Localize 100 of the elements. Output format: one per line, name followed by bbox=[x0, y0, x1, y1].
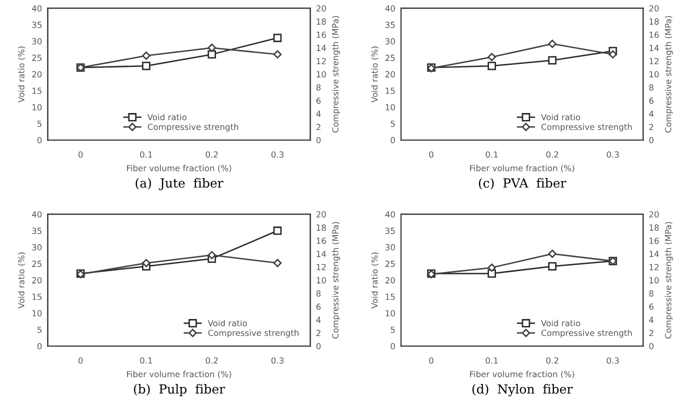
y-tick-label: 35 bbox=[32, 22, 42, 28]
y2-tick-label: 18 bbox=[650, 224, 659, 231]
y-tick-label: 30 bbox=[32, 244, 42, 250]
y-tick-label: 20 bbox=[385, 277, 395, 284]
x-tick-label: 0.3 bbox=[606, 357, 619, 364]
y2-tick-label: 18 bbox=[316, 224, 326, 231]
x-tick-label: 0.3 bbox=[271, 357, 284, 364]
y2-tick-label: 8 bbox=[649, 290, 654, 297]
y2-tick-label: 18 bbox=[650, 18, 659, 25]
y-tick-label: 0 bbox=[390, 137, 395, 144]
y2-tick-label: 6 bbox=[649, 304, 654, 310]
y-tick-label: 35 bbox=[385, 22, 395, 28]
y2-tick-label: 2 bbox=[316, 124, 320, 130]
y2-tick-label: 12 bbox=[316, 264, 326, 270]
y-tick-label: 15 bbox=[386, 88, 395, 94]
y-tick-label: 40 bbox=[385, 211, 395, 218]
x-tick-label: 0 bbox=[78, 151, 83, 158]
y-tick-label: 40 bbox=[32, 211, 42, 218]
x-axis-title: Fiber volume fraction (%) bbox=[127, 370, 232, 378]
y2-tick-label: 0 bbox=[649, 137, 654, 144]
y2-tick-label: 4 bbox=[649, 110, 654, 117]
x-axis-title: Fiber volume fraction (%) bbox=[127, 164, 232, 172]
x-tick-label: 0.3 bbox=[271, 151, 284, 158]
y2-tick-label: 4 bbox=[316, 110, 321, 117]
y2-tick-label: 2 bbox=[649, 330, 654, 336]
y2-tick-label: 10 bbox=[650, 277, 659, 284]
y-axis-title: Void ratio (%) bbox=[371, 252, 379, 308]
y2-axis-title: Compressive strength (MPa) bbox=[664, 16, 673, 132]
y2-tick-label: 16 bbox=[650, 32, 659, 38]
y2-tick-label: 20 bbox=[316, 5, 326, 12]
text: (d) Nylon fiber bbox=[472, 384, 573, 396]
y-tick-label: 10 bbox=[386, 310, 395, 316]
y2-tick-label: 6 bbox=[316, 304, 321, 310]
y2-tick-label: 4 bbox=[649, 316, 654, 323]
y2-tick-label: 12 bbox=[650, 264, 658, 270]
y-tick-label: 0 bbox=[390, 343, 395, 350]
y-tick-label: 5 bbox=[38, 120, 42, 127]
y2-tick-label: 12 bbox=[316, 58, 326, 64]
y2-tick-label: 10 bbox=[316, 277, 326, 284]
x-tick-label: 0 bbox=[429, 151, 434, 158]
y2-tick-label: 10 bbox=[650, 71, 659, 78]
y2-tick-label: 20 bbox=[316, 211, 326, 218]
y-tick-label: 20 bbox=[32, 71, 42, 78]
y2-axis-title: Compressive strength (MPa) bbox=[332, 16, 340, 132]
y-axis-title: Void ratio (%) bbox=[371, 46, 379, 102]
x-tick-label: 0.1 bbox=[486, 357, 498, 364]
y-tick-label: 10 bbox=[386, 104, 395, 110]
y-tick-label: 5 bbox=[38, 326, 42, 333]
y2-tick-label: 16 bbox=[316, 238, 326, 244]
x-tick-label: 0 bbox=[78, 357, 83, 364]
y2-axis-title: Compressive strength (MPa) bbox=[332, 222, 340, 338]
y-tick-label: 25 bbox=[32, 54, 42, 61]
y2-tick-label: 6 bbox=[649, 98, 654, 104]
y-tick-label: 10 bbox=[32, 310, 42, 316]
y2-tick-label: 2 bbox=[316, 330, 320, 336]
y2-tick-label: 4 bbox=[316, 316, 321, 323]
x-tick-label: 0.2 bbox=[546, 151, 558, 158]
x-tick-label: 0.1 bbox=[486, 151, 498, 158]
x-axis-title: Fiber volume fraction (%) bbox=[470, 370, 574, 378]
text: (b) Pulp fiber bbox=[134, 384, 226, 396]
legend-label: Compressive strength bbox=[541, 330, 632, 338]
y-tick-label: 25 bbox=[385, 54, 395, 61]
x-tick-label: 0.1 bbox=[140, 151, 152, 158]
y-axis-title: Void ratio (%) bbox=[18, 252, 26, 308]
text: (c) PVA fiber bbox=[478, 178, 566, 190]
y2-tick-label: 16 bbox=[650, 238, 659, 244]
y-tick-label: 15 bbox=[32, 294, 42, 300]
y-tick-label: 15 bbox=[386, 294, 395, 300]
y-tick-label: 30 bbox=[385, 244, 395, 250]
legend-label: Void ratio bbox=[541, 320, 580, 326]
y2-tick-label: 0 bbox=[316, 343, 321, 350]
y2-tick-label: 6 bbox=[316, 98, 321, 104]
y-tick-label: 25 bbox=[32, 260, 42, 267]
y-tick-label: 10 bbox=[32, 104, 42, 110]
y2-tick-label: 10 bbox=[316, 71, 326, 78]
y2-tick-label: 20 bbox=[649, 211, 659, 218]
legend-label: Void ratio bbox=[541, 114, 580, 120]
y-tick-label: 0 bbox=[37, 137, 42, 144]
y2-tick-label: 16 bbox=[316, 32, 326, 38]
y2-tick-label: 8 bbox=[649, 84, 654, 91]
y-tick-label: 25 bbox=[385, 260, 395, 267]
y2-tick-label: 2 bbox=[649, 124, 654, 130]
y-axis-title: Void ratio (%) bbox=[18, 46, 26, 102]
y-tick-label: 40 bbox=[32, 5, 42, 12]
y2-tick-label: 8 bbox=[316, 290, 321, 297]
y2-tick-label: 20 bbox=[649, 5, 659, 12]
x-tick-label: 0.3 bbox=[606, 151, 619, 158]
y-tick-label: 15 bbox=[32, 88, 42, 94]
y2-tick-label: 14 bbox=[316, 250, 326, 257]
y2-tick-label: 14 bbox=[650, 250, 659, 257]
legend-label: Compressive strength bbox=[541, 124, 632, 132]
y-tick-label: 5 bbox=[390, 326, 395, 333]
y-tick-label: 35 bbox=[385, 228, 395, 234]
y2-tick-label: 8 bbox=[316, 84, 321, 91]
x-tick-label: 0.2 bbox=[206, 357, 218, 364]
y2-tick-label: 0 bbox=[316, 137, 321, 144]
legend-label: Void ratio bbox=[147, 114, 187, 120]
y2-tick-label: 18 bbox=[316, 18, 326, 25]
y-tick-label: 20 bbox=[385, 71, 395, 78]
x-tick-label: 0 bbox=[429, 357, 434, 364]
